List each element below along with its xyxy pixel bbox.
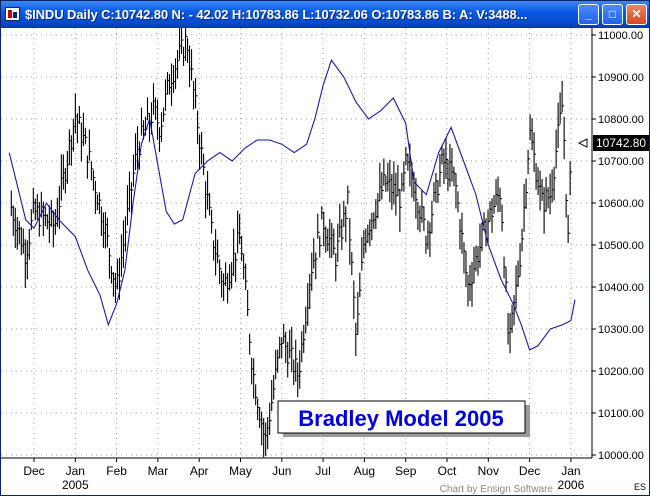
maximize-icon[interactable]: □ xyxy=(602,4,623,25)
y-tick-label: 10100.00 xyxy=(598,408,644,420)
y-tick-label: 10200.00 xyxy=(598,366,644,378)
close-icon[interactable]: ✕ xyxy=(626,4,647,25)
x-tick-label: Oct xyxy=(438,464,457,478)
x-tick-label: Jun xyxy=(272,464,291,478)
y-tick-label: 10400.00 xyxy=(598,282,644,294)
x-year-label: 2005 xyxy=(62,478,89,492)
title-bar[interactable]: $INDU Daily C:10742.80 N: - 42.02 H:1078… xyxy=(1,1,649,28)
last-price-label: 10742.80 xyxy=(596,136,646,150)
x-tick-label: Jul xyxy=(315,464,330,478)
y-tick-label: 10600.00 xyxy=(598,198,644,210)
y-tick-label: 11000.00 xyxy=(598,30,643,42)
y-tick-label: 10800.00 xyxy=(598,114,644,126)
minimize-icon[interactable]: _ xyxy=(578,4,599,25)
y-tick-label: 10700.00 xyxy=(598,156,644,168)
x-tick-label: Sep xyxy=(395,464,417,478)
y-axis-ticks: 11000.00 10900.00 10800.00 10700.00 10600.00… xyxy=(592,30,644,462)
x-tick-label: Jan xyxy=(561,464,580,478)
x-tick-label: Mar xyxy=(148,464,169,478)
window-title: $INDU Daily C:10742.80 N: - 42.02 H:1078… xyxy=(25,7,528,22)
chart-annotation: Bradley Model 2005 xyxy=(298,406,503,431)
x-tick-label: Apr xyxy=(190,464,209,478)
bradley-model-line xyxy=(8,59,576,351)
last-price-marker: 10742.80 xyxy=(577,135,649,152)
y-tick-label: 10500.00 xyxy=(598,240,644,252)
y-tick-label: 10300.00 xyxy=(598,324,644,336)
x-tick-label: Jan xyxy=(66,464,85,478)
grid-lines xyxy=(1,28,592,458)
y-tick-label: 10000.00 xyxy=(598,450,644,462)
annotation-box: Bradley Model 2005 xyxy=(277,400,530,437)
price-chart[interactable]: 11000.00 10900.00 10800.00 10700.00 10600.00… xyxy=(1,18,649,495)
x-tick-label: Nov xyxy=(478,464,499,478)
x-axis-ticks: Dec Jan Feb Mar Apr May Jun Jul Aug Sep Oct Nov Dec J… xyxy=(23,458,585,492)
chart-credit: Chart by Ensign Software xyxy=(440,484,554,495)
y-tick-label: 10900.00 xyxy=(598,72,644,84)
corner-label: ES xyxy=(634,482,646,492)
x-year-label: 2006 xyxy=(558,478,585,492)
chart-area[interactable]: 11000.00 10900.00 10800.00 10700.00 10600.00… xyxy=(1,18,649,495)
x-tick-label: May xyxy=(229,464,252,478)
x-tick-label: Aug xyxy=(354,464,375,478)
x-tick-label: Dec xyxy=(519,464,540,478)
chart-app-icon[interactable] xyxy=(5,7,20,21)
x-tick-label: Feb xyxy=(106,464,127,478)
x-tick-label: Dec xyxy=(23,464,44,478)
